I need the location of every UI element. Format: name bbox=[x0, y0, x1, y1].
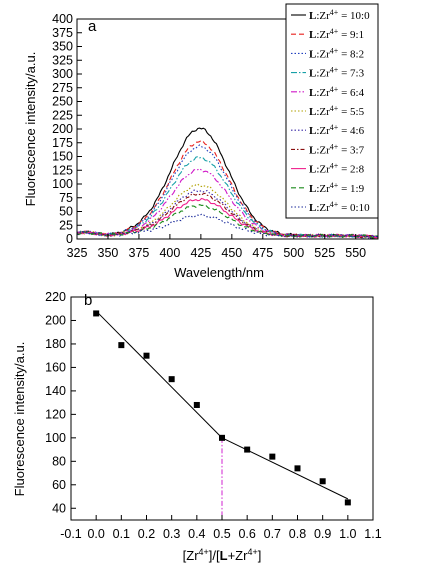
panel-a-y-tick-label: 150 bbox=[52, 150, 73, 164]
panel-b-fit-line bbox=[221, 437, 349, 500]
panel-b-x-tick-label: 1.0 bbox=[339, 527, 356, 541]
panel-a-y-tick-label: 125 bbox=[52, 163, 73, 177]
panel-b-y-ticks: 40 60 80 100 120 140 160 180 200 220 bbox=[45, 290, 76, 515]
panel-a-y-tick-label: 75 bbox=[59, 191, 73, 205]
panel-b-x-tick-label: 0.7 bbox=[264, 527, 281, 541]
panel-b-y-tick-label: 80 bbox=[52, 454, 66, 468]
panel-b-data-point bbox=[193, 401, 200, 408]
panel-a-legend-label: L:Zr4+ = 2:8 bbox=[309, 162, 365, 176]
panel-a-y-tick-label: 225 bbox=[52, 108, 73, 122]
panel-a-curves bbox=[76, 127, 379, 240]
panel-a-legend-label: L:Zr4+ = 1:9 bbox=[309, 181, 365, 195]
panel-a-x-tick-label: 325 bbox=[67, 246, 88, 260]
panel-b-fit-lines bbox=[95, 310, 349, 500]
panel-b-x-tick-label: -0.1 bbox=[60, 527, 82, 541]
panel-a-x-tick-label: 425 bbox=[190, 246, 211, 260]
panel-a-y-tick-label: 375 bbox=[52, 26, 73, 40]
panel-a-series-line bbox=[76, 203, 379, 239]
panel-b-x-tick-label: 0.6 bbox=[238, 527, 255, 541]
panel-a-series-line bbox=[76, 168, 379, 239]
panel-a-y-tick-label: 350 bbox=[52, 40, 73, 54]
panel-b-data-point bbox=[118, 342, 125, 349]
panel-a-y-tick-label: 300 bbox=[52, 67, 73, 81]
panel-b-y-tick-label: 100 bbox=[45, 431, 66, 445]
panel-b-x-tick-label: 0.3 bbox=[163, 527, 180, 541]
panel-a-x-tick-label: 475 bbox=[252, 246, 273, 260]
panel-b-x-tick-label: 0.5 bbox=[213, 527, 230, 541]
panel-a-legend-label: L:Zr4+ = 6:4 bbox=[309, 85, 365, 99]
panel-a-legend-label: L:Zr4+ = 10:0 bbox=[309, 8, 370, 22]
panel-b-x-ticks: -0.1 0.0 0.1 0.2 0.3 0.4 0.5 0.6 0.7 0.8 0.9 1.0 1.1 bbox=[60, 515, 382, 541]
panel-b-x-tick-label: 1.1 bbox=[364, 527, 381, 541]
panel-a-series-line bbox=[76, 139, 379, 239]
panel-b-y-tick-label: 220 bbox=[45, 290, 66, 304]
panel-a-y-tick-label: 0 bbox=[66, 232, 73, 246]
panel-a-y-tick-label: 175 bbox=[52, 136, 73, 150]
panel-a-x-axis-title: Wavelength/nm bbox=[174, 265, 264, 280]
panel-a-series-line bbox=[76, 213, 379, 239]
panel-a-y-tick-label: 275 bbox=[52, 81, 73, 95]
panel-a-y-tick-label: 100 bbox=[52, 177, 73, 191]
panel-b-y-tick-label: 40 bbox=[52, 501, 66, 515]
panel-b-data-point bbox=[93, 310, 100, 317]
panel-a-y-tick-label: 250 bbox=[52, 95, 73, 109]
panel-b-y-tick-label: 160 bbox=[45, 360, 66, 374]
panel-a-y-axis-title: Fluorescence intensity/a.u. bbox=[23, 52, 38, 207]
panel-a-y-tick-label: 325 bbox=[52, 53, 73, 67]
panel-a-y-tick-label: 25 bbox=[59, 218, 73, 232]
panel-b-x-tick-label: 0.8 bbox=[289, 527, 306, 541]
panel-a-legend-label: L:Zr4+ = 3:7 bbox=[309, 142, 365, 156]
panel-b-x-axis-title: [Zr4+]/[L+Zr4+] bbox=[183, 547, 262, 563]
panel-b-plot-frame bbox=[70, 296, 374, 521]
panel-a: 325 350 375 400 425 450 475 500 525 550 025507510… bbox=[23, 3, 379, 280]
panel-b-data-point bbox=[344, 499, 351, 506]
panel-b-x-tick-label: 0.0 bbox=[87, 527, 104, 541]
panel-a-y-ticks: 0255075100125150175200225250275300325350… bbox=[52, 12, 82, 246]
panel-a-x-tick-label: 350 bbox=[98, 246, 119, 260]
panel-a-x-tick-label: 500 bbox=[283, 246, 304, 260]
panel-a-x-tick-label: 375 bbox=[129, 246, 150, 260]
panel-a-legend-label: L:Zr4+ = 5:5 bbox=[309, 104, 365, 118]
panel-b-points bbox=[93, 310, 351, 506]
panel-b-data-point bbox=[319, 478, 326, 485]
panel-a-x-tick-label: 450 bbox=[221, 246, 242, 260]
panel-b-data-point bbox=[168, 376, 175, 383]
panel-a-legend-box bbox=[285, 3, 379, 219]
panel-a-y-tick-label: 200 bbox=[52, 122, 73, 136]
panel-a-x-tick-label: 400 bbox=[159, 246, 180, 260]
panel-b-x-tick-label: 0.1 bbox=[113, 527, 130, 541]
panel-b: -0.1 0.0 0.1 0.2 0.3 0.4 0.5 0.6 0.7 0.8 0.9 1.0 1.1… bbox=[12, 290, 382, 563]
panel-b-y-tick-label: 140 bbox=[45, 384, 66, 398]
panel-b-fit-line bbox=[95, 310, 223, 439]
panel-b-y-tick-label: 200 bbox=[45, 313, 66, 327]
panel-b-x-tick-label: 0.4 bbox=[188, 527, 205, 541]
panel-a-x-tick-label: 525 bbox=[314, 246, 335, 260]
panel-a-legend-label: L:Zr4+ = 7:3 bbox=[309, 66, 365, 80]
panel-a-x-ticks: 325 350 375 400 425 450 475 500 525 550 bbox=[67, 234, 366, 260]
panel-b-y-axis-title: Fluorescence intensity/a.u. bbox=[12, 342, 27, 497]
panel-a-legend-label: L:Zr4+ = 8:2 bbox=[309, 46, 364, 60]
panel-b-y-tick-label: 60 bbox=[52, 478, 66, 492]
panel-b-data-point bbox=[219, 434, 225, 441]
panel-b-x-tick-label: 0.9 bbox=[314, 527, 331, 541]
panel-b-y-tick-label: 180 bbox=[45, 337, 66, 351]
panel-a-x-tick-label: 550 bbox=[345, 246, 366, 260]
panel-a-label: a bbox=[88, 18, 97, 35]
panel-b-data-point bbox=[269, 453, 276, 460]
panel-b-y-tick-label: 120 bbox=[45, 407, 66, 421]
panel-b-label: b bbox=[84, 292, 92, 309]
panel-b-data-point bbox=[143, 352, 150, 359]
panel-a-legend: L:Zr4+ = 10:0 L:Zr4+ = 9:1 L:Zr4+ = 8:2 L:Z… bbox=[285, 3, 379, 219]
panel-a-legend-label: L:Zr4+ = 9:1 bbox=[309, 27, 364, 41]
panel-b-data-point bbox=[294, 465, 301, 472]
panel-a-y-tick-label: 50 bbox=[59, 205, 73, 219]
panel-a-legend-label: L:Zr4+ = 4:6 bbox=[309, 123, 365, 137]
panel-a-legend-label: L:Zr4+ = 0:10 bbox=[309, 200, 370, 214]
panel-a-y-tick-label: 400 bbox=[52, 12, 73, 26]
panel-b-x-tick-label: 0.2 bbox=[138, 527, 155, 541]
panel-b-data-point bbox=[244, 446, 251, 453]
